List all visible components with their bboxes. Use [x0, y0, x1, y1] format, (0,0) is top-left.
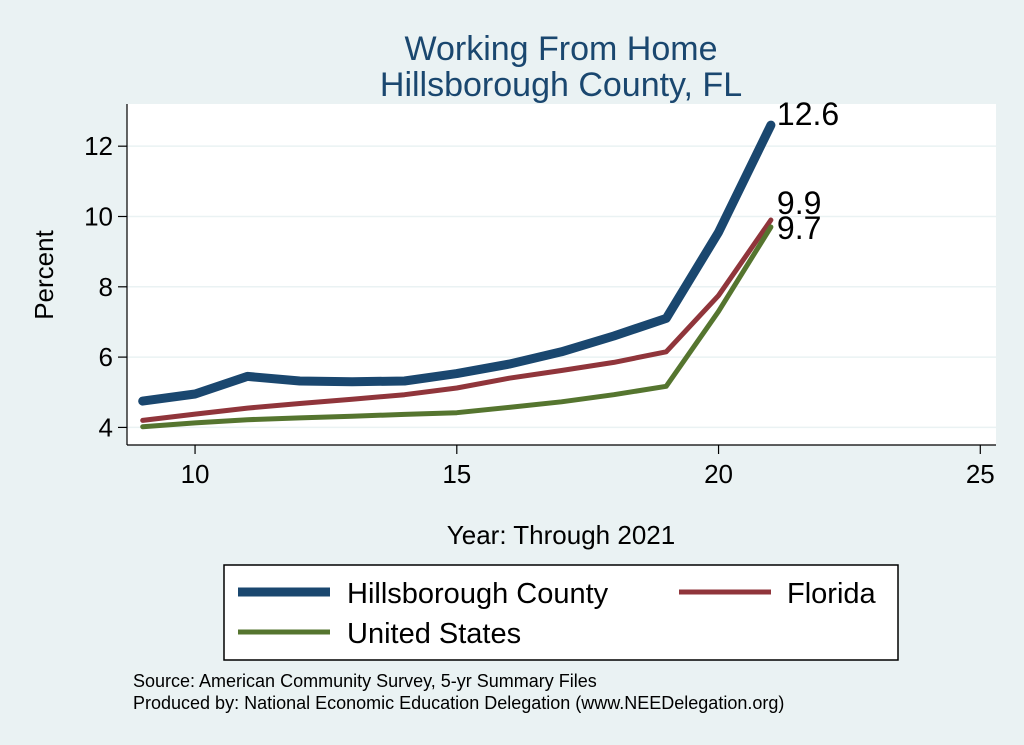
end-labels: 12.6 9.99.7 [777, 96, 839, 246]
series-line-hillsborough-county [138, 120, 776, 406]
series-line-united-states [140, 224, 774, 430]
plot-area [127, 104, 996, 445]
legend-box [223, 564, 899, 661]
y-tick-label: 10 [84, 201, 113, 231]
y-tick-label: 8 [99, 272, 113, 302]
y-tick-label: 6 [99, 342, 113, 372]
y-tick-label: 12 [84, 131, 113, 161]
x-axis: 10 15 20 25 [127, 444, 996, 489]
legend-label: Hillsborough County [347, 578, 609, 610]
produced-by-note: Produced by: National Economic Education… [133, 693, 784, 713]
legend-label: Florida [787, 578, 877, 610]
chart-title-line-1: Working From Home [405, 30, 718, 68]
y-axis-label: Percent [29, 229, 59, 319]
x-tick-label: 10 [181, 459, 210, 489]
notes: Source: American Community Survey, 5-yr … [133, 671, 784, 713]
x-axis-label: Year: Through 2021 [447, 520, 675, 550]
end-label: 9.9 [777, 185, 821, 221]
x-tick-label: 20 [704, 459, 733, 489]
series-lines [138, 120, 776, 430]
grid-lines [127, 145, 996, 429]
y-axis: 4 6 8 10 12 [84, 104, 128, 445]
series-line-florida [140, 217, 774, 423]
legend: Hillsborough County Florida United States [223, 564, 899, 661]
end-label: 9.7 [777, 210, 821, 246]
chart-title-line-2: Hillsborough County, FL [380, 66, 742, 104]
y-tick-label: 4 [99, 412, 113, 442]
x-tick-label: 15 [442, 459, 471, 489]
legend-label: United States [347, 618, 521, 650]
x-tick-label: 25 [966, 459, 995, 489]
chart-title: Working From Home Hillsborough County, F… [380, 30, 742, 104]
end-label: 12.6 [777, 96, 839, 132]
source-note: Source: American Community Survey, 5-yr … [133, 671, 597, 691]
